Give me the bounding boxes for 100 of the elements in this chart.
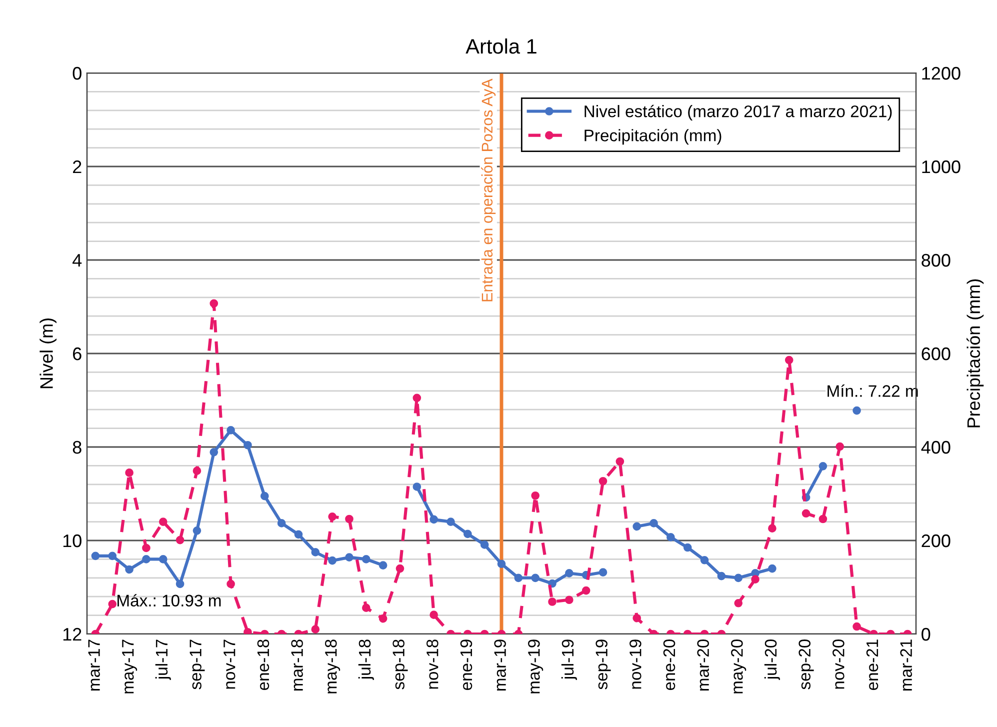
point [852,406,861,415]
y-tick-label: 6 [73,347,82,360]
point [192,466,202,476]
x-tick-label: nov-18 [426,640,438,689]
ref-line-label: Entrada en operación Pozos AyA [481,78,496,302]
point [784,356,794,364]
point [311,625,320,634]
point [616,457,624,466]
point [768,524,776,533]
point [565,596,574,604]
point [108,600,117,608]
point [294,530,303,539]
point [582,586,590,595]
x-tick-label: jul-20 [764,640,780,680]
point [176,580,184,588]
point [666,533,675,542]
point [378,614,388,623]
point [244,628,252,634]
point [158,555,168,564]
point [226,580,235,588]
x-tick-label: may-19 [528,640,544,694]
point [210,448,218,456]
x-tick-label: ene-19 [460,640,472,690]
y-tick-label: 4 [72,254,82,267]
point [328,512,336,521]
point [91,552,100,560]
point [548,579,556,588]
y2-axis-title: Precipitación (mm) [966,279,984,428]
y-tick-label: 0 [72,66,82,80]
point [108,552,117,560]
point [142,555,150,564]
y2-tick-label: 600 [922,347,950,360]
point [818,514,828,524]
point [142,544,150,552]
x-tick-label: ene-21 [866,640,878,690]
point [531,491,540,500]
x-tick-label: mar-17 [88,640,100,691]
x-tick-label: jul-18 [358,640,374,680]
point [700,556,709,564]
point [412,482,422,491]
point [734,574,743,582]
point [260,492,269,500]
y2-tick-label: 1200 [922,66,960,80]
point [531,574,540,582]
point [277,519,286,528]
x-tick-label: nov-20 [832,640,844,689]
point [125,468,134,477]
x-tick-label: mar-20 [697,640,709,691]
y2-tick-label: 400 [921,440,950,454]
annotation: Máx.: 10.93 m [118,594,221,607]
y2-tick-label: 0 [922,628,930,641]
point [802,509,810,518]
point [430,610,438,619]
point [598,568,608,576]
y-axis-title: Nivel (m) [40,318,56,388]
point [226,426,235,434]
x-tick-label: nov-19 [630,640,642,689]
point [683,543,692,552]
x-tick-label: jul-19 [561,640,577,680]
point [650,519,658,528]
point [497,560,506,568]
point [412,394,422,402]
x-tick-label: nov-17 [224,640,236,689]
point [852,622,861,631]
point [345,553,354,562]
chart-title: Artola 1 [466,38,536,54]
point [548,598,556,606]
point [362,555,370,564]
x-tick-label: may-18 [324,640,340,694]
x-tick-label: mar-19 [494,640,506,691]
x-tick-label: may-17 [122,640,138,694]
point [446,518,455,526]
legend-label: Precipitación (mm) [584,128,722,145]
point [158,518,168,526]
point [125,565,134,574]
x-tick-label: sep-20 [798,640,814,690]
x-tick-label: sep-17 [190,640,205,690]
point [632,614,642,622]
point [311,548,320,556]
point [192,526,202,535]
y2-tick-label: 200 [922,534,950,548]
x-tick-label: jul-17 [155,640,171,680]
point [362,604,370,612]
y2-tick-label: 800 [922,254,950,267]
x-tick-label: sep-18 [392,640,408,690]
point [717,572,726,580]
point [632,522,642,531]
x-tick-label: sep-19 [596,640,611,690]
point [818,462,828,470]
point [345,514,354,524]
point [378,561,388,570]
x-tick-label: ene-18 [257,640,270,690]
point [836,442,844,451]
point [463,530,472,538]
legend-label: Nivel estático (marzo 2017 a marzo 2021) [584,104,892,121]
point [598,476,608,486]
point [176,536,184,544]
point [734,598,743,608]
point [244,440,252,450]
point [768,564,776,573]
